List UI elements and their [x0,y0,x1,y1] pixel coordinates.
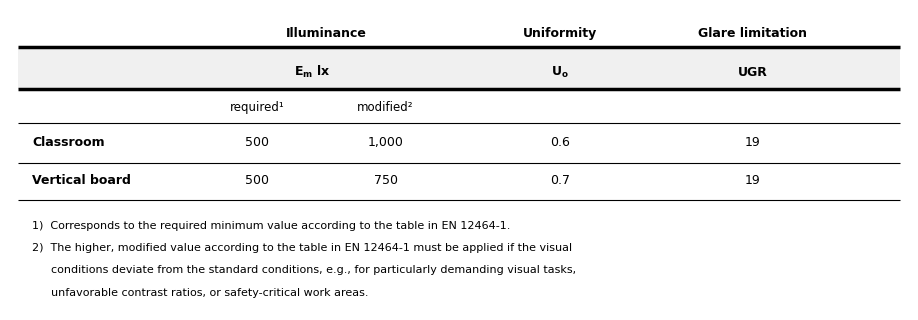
Bar [18,47,900,89]
Text: 750: 750 [374,174,397,187]
Text: unfavorable contrast ratios, or safety-critical work areas.: unfavorable contrast ratios, or safety-c… [51,288,369,298]
Text: 19: 19 [744,174,761,187]
Text: UGR: UGR [738,66,767,78]
Text: Vertical board: Vertical board [32,174,131,187]
Text: 2)  The higher, modified value according to the table in EN 12464-1 must be appl: 2) The higher, modified value according … [32,243,572,253]
Text: 0.6: 0.6 [550,136,570,149]
Text: 500: 500 [245,136,269,149]
Text: 500: 500 [245,174,269,187]
Text: $\mathbf{E_m}$ lx: $\mathbf{E_m}$ lx [294,64,330,80]
Text: required¹: required¹ [230,101,285,114]
Text: $\mathbf{U_o}$: $\mathbf{U_o}$ [551,64,569,80]
Text: Glare limitation: Glare limitation [699,27,807,40]
Text: Classroom: Classroom [32,136,105,149]
Text: 1)  Corresponds to the required minimum value according to the table in EN 12464: 1) Corresponds to the required minimum v… [32,220,510,231]
Text: Uniformity: Uniformity [523,27,597,40]
Text: conditions deviate from the standard conditions, e.g., for particularly demandin: conditions deviate from the standard con… [51,265,577,276]
Text: 0.7: 0.7 [550,174,570,187]
Text: 19: 19 [744,136,761,149]
Text: 1,000: 1,000 [367,136,404,149]
Text: Illuminance: Illuminance [285,27,366,40]
Text: modified²: modified² [357,101,414,114]
